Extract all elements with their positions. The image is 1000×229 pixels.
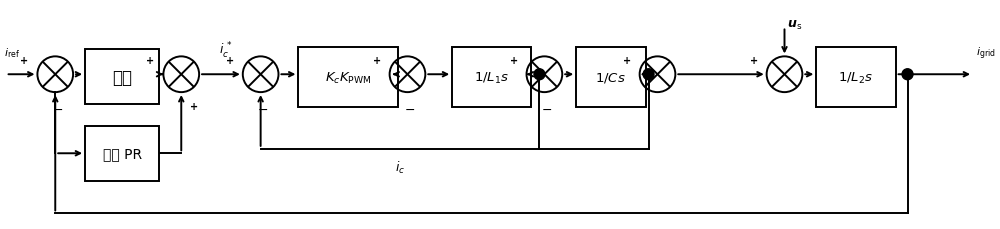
Text: $-$: $-$ <box>52 102 63 115</box>
FancyBboxPatch shape <box>576 48 646 108</box>
FancyBboxPatch shape <box>85 126 159 181</box>
Text: +: + <box>623 56 631 66</box>
Text: +: + <box>750 56 758 66</box>
Text: $i_{\rm grid}$: $i_{\rm grid}$ <box>976 45 996 61</box>
Text: +: + <box>510 56 518 66</box>
Text: $1/L_2 s$: $1/L_2 s$ <box>838 70 874 85</box>
FancyBboxPatch shape <box>452 48 531 108</box>
Text: $i_{\rm ref}$: $i_{\rm ref}$ <box>4 46 20 60</box>
Text: +: + <box>190 102 198 112</box>
FancyBboxPatch shape <box>85 50 159 105</box>
Circle shape <box>902 69 913 80</box>
Circle shape <box>534 69 545 80</box>
Text: 模糊 PR: 模糊 PR <box>103 147 142 161</box>
Text: +: + <box>146 56 155 66</box>
Text: $i_c^{\,*}$: $i_c^{\,*}$ <box>219 41 233 61</box>
Text: +: + <box>373 56 381 66</box>
Text: $1/L_1 s$: $1/L_1 s$ <box>474 70 509 85</box>
Text: $\boldsymbol{u}_{\rm s}$: $\boldsymbol{u}_{\rm s}$ <box>787 19 802 32</box>
Text: $-$: $-$ <box>541 102 552 115</box>
FancyBboxPatch shape <box>298 48 398 108</box>
Text: $-$: $-$ <box>404 102 415 115</box>
Text: $1/Cs$: $1/Cs$ <box>595 71 626 85</box>
Text: $-$: $-$ <box>257 102 268 115</box>
Text: $K_c K_{\rm PWM}$: $K_c K_{\rm PWM}$ <box>325 70 371 85</box>
Text: $i_c$: $i_c$ <box>395 159 405 175</box>
Text: +: + <box>20 56 29 66</box>
Text: +: + <box>226 56 234 66</box>
FancyBboxPatch shape <box>816 48 896 108</box>
Circle shape <box>643 69 654 80</box>
Text: 重复: 重复 <box>112 68 132 86</box>
